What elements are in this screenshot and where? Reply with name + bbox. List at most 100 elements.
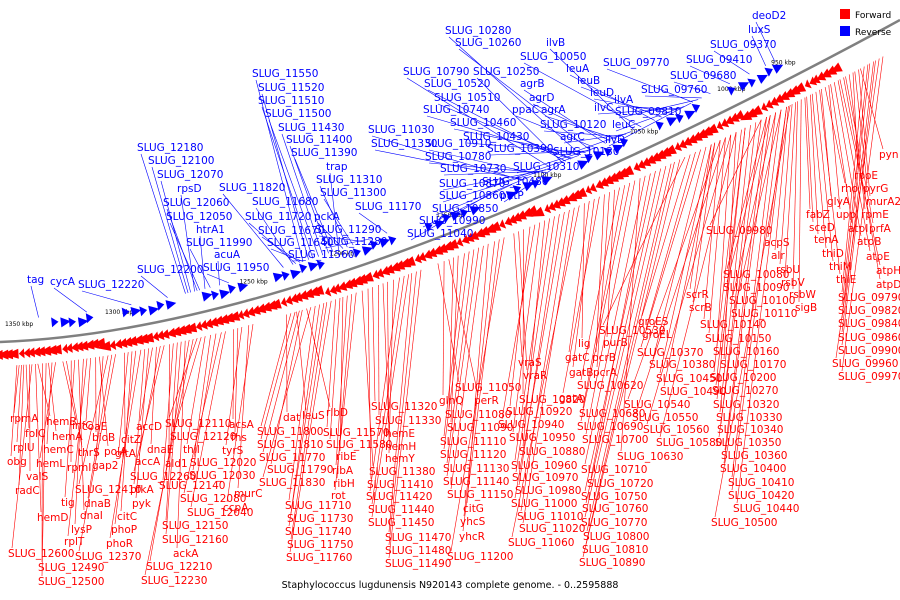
reverse-feature-arrow [655, 121, 664, 131]
leader-line [580, 187, 620, 381]
leader-line [53, 287, 87, 313]
gene-label: SLUG_10750 [581, 491, 647, 503]
reverse-feature-arrow [51, 317, 59, 328]
leader-line [512, 222, 541, 433]
forward-feature-arrow [683, 136, 693, 146]
leader-line [463, 241, 495, 517]
leader-line [584, 175, 646, 465]
scale-tick-label: 1200 kbp [330, 251, 358, 258]
leader-line [335, 295, 348, 466]
gene-label: hemA [52, 431, 83, 443]
leader-line [62, 361, 77, 421]
reverse-feature-arrow [68, 317, 76, 328]
gene-label: coaE [82, 421, 107, 433]
leader-line [270, 248, 304, 262]
gene-label: atpI [848, 223, 868, 235]
gene-label: cycA [50, 276, 76, 288]
gene-label: SLUG_11130 [443, 463, 509, 475]
leader-line [109, 349, 142, 539]
scale-tick-label: 1150 kbp [436, 212, 464, 219]
forward-feature-arrow [637, 159, 647, 169]
leader-line [41, 363, 47, 577]
gene-label: SLUG_12060 [163, 197, 229, 209]
leader-line [324, 238, 373, 249]
leader-line [562, 196, 600, 394]
forward-feature-arrow [139, 332, 155, 343]
leader-line [446, 247, 479, 477]
gene-label: SLUG_10450 [656, 373, 722, 385]
forward-feature-arrow [87, 338, 100, 349]
gene-label: thiM [829, 261, 852, 273]
reverse-feature-arrow [764, 67, 773, 77]
forward-feature-arrow [23, 347, 31, 358]
leader-line [281, 133, 324, 256]
gene-label: SLUG_09900 [838, 345, 900, 357]
leader-line [39, 362, 56, 459]
gene-label: glnQ [439, 395, 464, 407]
leader-line [644, 95, 702, 99]
gene-label: rho [841, 183, 858, 195]
leader-line [448, 36, 581, 155]
gene-label: SLUG_10560 [643, 424, 709, 436]
gene-label: SLUG_11330 [371, 138, 437, 150]
forward-feature-arrow [544, 204, 552, 214]
leader-line [443, 253, 465, 437]
gene-label: leuC [612, 119, 635, 131]
gene-label: sceD [809, 222, 835, 234]
gene-label: SLUG_10480 [482, 176, 548, 188]
forward-feature-arrow [401, 256, 416, 266]
gene-label: purB [603, 337, 628, 349]
leader-line [784, 102, 796, 278]
reverse-feature-arrow [603, 147, 612, 157]
leader-line [810, 94, 819, 235]
forward-feature-arrow [556, 197, 566, 207]
leader-line [289, 145, 329, 254]
forward-feature-arrow [761, 102, 769, 112]
leader-line [442, 169, 547, 191]
leader-line [767, 106, 787, 238]
forward-feature-arrow [619, 165, 635, 176]
gene-label: SLUG_11420 [366, 491, 432, 503]
leader-line [149, 339, 190, 562]
gene-label: lysP [71, 524, 92, 536]
leader-line [217, 260, 220, 286]
gene-label: citC [117, 511, 137, 523]
gene-label: SLUG_11430 [278, 122, 344, 134]
scale-tick-label: 1100 kbp [533, 172, 561, 179]
leader-line [608, 102, 692, 147]
leader-line [13, 365, 20, 414]
gene-label: rpmA [10, 413, 39, 425]
leader-line [255, 79, 304, 262]
leader-line [476, 77, 563, 163]
leader-line [731, 109, 782, 491]
gene-label: SLUG_10810 [582, 544, 648, 556]
gene-label: SLUG_11500 [265, 108, 331, 120]
leader-line [646, 134, 732, 425]
leader-line [260, 311, 296, 440]
gene-label: gatA [559, 393, 584, 405]
gene-label: SLUG_10790 [403, 66, 469, 78]
gene-label: SLUG_12140 [159, 480, 225, 492]
gene-label: SLUG_09770 [603, 57, 669, 69]
gene-label: SLUG_12220 [78, 279, 144, 291]
leader-line [334, 292, 357, 491]
gene-label: SLUG_10540 [624, 399, 690, 411]
forward-feature-arrow [40, 345, 52, 356]
leader-line [443, 170, 543, 176]
leader-line [732, 112, 776, 296]
gene-label: pckA [314, 211, 341, 223]
gene-label: SLUG_10460 [450, 117, 516, 129]
reverse-feature-arrow [156, 300, 165, 311]
gene-label: rplT [64, 536, 85, 548]
gene-label: SLUG_11830 [259, 477, 325, 489]
gene-label: rplU [13, 442, 35, 454]
forward-feature-arrow [182, 322, 198, 333]
leader-line [640, 149, 701, 348]
leader-line [549, 48, 635, 131]
leader-line [597, 107, 681, 115]
reverse-feature-arrow [237, 282, 249, 293]
gene-label: leuS [302, 410, 325, 422]
leader-line [734, 109, 782, 309]
leader-line [199, 235, 206, 289]
gene-label: SLUG_11400 [286, 134, 352, 146]
